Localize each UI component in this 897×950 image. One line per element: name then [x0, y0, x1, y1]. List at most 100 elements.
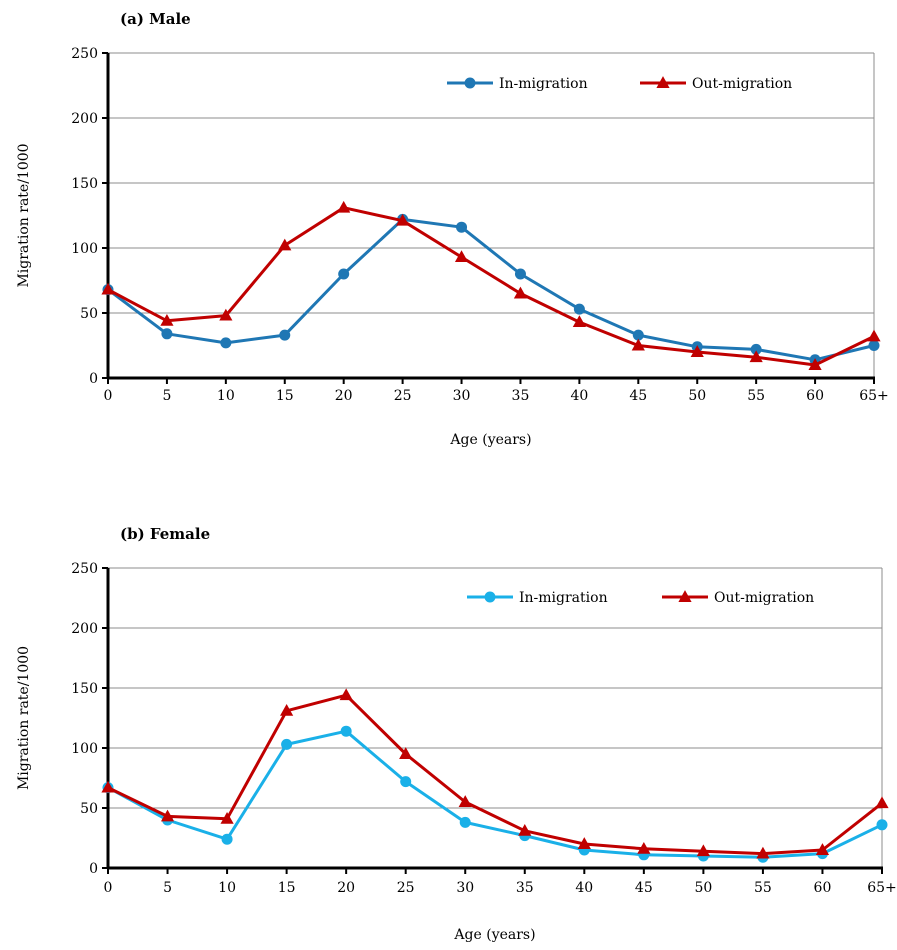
- legend-label: Out-migration: [714, 590, 814, 606]
- y-tick-label: 0: [89, 861, 98, 877]
- data-point: [750, 343, 762, 355]
- data-point: [454, 250, 469, 263]
- data-point: [281, 738, 293, 750]
- data-point: [219, 308, 233, 321]
- data-point: [756, 846, 770, 859]
- data-point: [101, 282, 115, 295]
- legend-item: In-migration: [447, 76, 588, 92]
- series-line: [107, 217, 875, 362]
- x-axis-title: Age (years): [453, 927, 535, 943]
- legend-marker: [678, 590, 692, 602]
- data-point: [459, 816, 471, 828]
- x-tick-label: 25: [397, 880, 415, 896]
- x-tick-label: 10: [218, 880, 236, 896]
- data-point: [573, 303, 585, 315]
- x-tick-label: 0: [104, 388, 113, 404]
- data-point: [101, 780, 115, 793]
- y-tick-label: 50: [80, 306, 98, 322]
- panel-title: (a) Male: [120, 10, 191, 28]
- legend-marker: [464, 77, 476, 89]
- series-line: [107, 206, 875, 367]
- x-tick-label: 5: [162, 388, 171, 404]
- x-tick-label: 10: [217, 388, 235, 404]
- legend-item: Out-migration: [640, 76, 792, 92]
- data-point: [396, 213, 410, 226]
- data-point: [400, 776, 412, 788]
- y-tick-label: 100: [71, 241, 98, 257]
- data-point: [690, 345, 704, 357]
- data-point: [338, 268, 350, 280]
- data-point: [340, 725, 352, 737]
- data-point: [637, 841, 651, 854]
- data-point: [876, 819, 888, 831]
- data-point: [572, 315, 586, 328]
- chart-panel-1: (a) Male 0 50 100 150 200 250 0 5 10 15 20 25 30 35 40 4…: [16, 10, 889, 448]
- y-tick-label: 200: [71, 111, 98, 127]
- y-tick-label: 250: [71, 46, 98, 62]
- legend: In-migration Out-migration: [467, 590, 814, 606]
- x-tick-label: 65+: [867, 880, 897, 896]
- x-tick-label: 55: [754, 880, 772, 896]
- legend-item: In-migration: [467, 590, 608, 606]
- legend-item: Out-migration: [662, 590, 814, 606]
- chart-panel-2: (b) Female 0 50 100 150 200 250 0 5 10 15 20 25 30 35 4…: [16, 525, 897, 943]
- y-tick-label: 100: [71, 741, 98, 757]
- y-tick-label: 50: [80, 801, 98, 817]
- data-point: [160, 809, 175, 822]
- legend-label: Out-migration: [692, 76, 792, 92]
- data-point: [160, 313, 174, 326]
- x-tick-label: 5: [163, 880, 172, 896]
- data-point: [514, 268, 526, 280]
- series-line: [107, 729, 883, 859]
- x-tick-label: 50: [688, 388, 706, 404]
- y-tick-label: 0: [89, 371, 98, 387]
- data-point: [631, 338, 645, 351]
- legend-label: In-migration: [499, 76, 588, 92]
- y-tick-label: 150: [71, 681, 98, 697]
- data-point: [867, 329, 881, 342]
- x-tick-label: 0: [104, 880, 113, 896]
- data-point: [696, 844, 710, 857]
- x-tick-label: 20: [335, 388, 353, 404]
- data-point: [577, 837, 591, 849]
- y-axis-title: Migration rate/1000: [16, 646, 32, 790]
- x-tick-label: 15: [278, 880, 296, 896]
- data-point: [399, 747, 413, 759]
- x-tick-label: 55: [747, 388, 765, 404]
- data-point: [815, 843, 830, 855]
- x-tick-label: 60: [814, 880, 832, 896]
- x-tick-label: 65+: [859, 388, 889, 404]
- data-point: [279, 329, 291, 341]
- panel-title: (b) Female: [120, 525, 210, 543]
- y-tick-label: 200: [71, 621, 98, 637]
- data-point: [278, 238, 292, 251]
- series-in-migration: [102, 213, 880, 366]
- data-point: [339, 688, 353, 701]
- x-tick-label: 30: [456, 880, 474, 896]
- y-tick-label: 150: [71, 176, 98, 192]
- data-point: [518, 823, 532, 836]
- x-tick-label: 40: [575, 880, 593, 896]
- legend: In-migration Out-migration: [447, 76, 792, 92]
- x-axis-title: Age (years): [449, 432, 531, 448]
- x-tick-label: 30: [453, 388, 471, 404]
- series-out-migration: [101, 200, 881, 370]
- data-point: [221, 833, 233, 845]
- series-line: [107, 693, 883, 856]
- series-out-migration: [101, 688, 889, 859]
- x-tick-label: 35: [512, 388, 530, 404]
- data-point: [868, 340, 880, 351]
- x-tick-label: 35: [516, 880, 534, 896]
- data-point: [220, 337, 232, 349]
- y-tick-label: 250: [71, 561, 98, 577]
- data-point: [808, 358, 822, 370]
- x-tick-label: 60: [806, 388, 824, 404]
- x-tick-label: 15: [276, 388, 294, 404]
- legend-marker: [656, 76, 670, 88]
- legend-marker: [484, 591, 496, 603]
- data-point: [749, 350, 763, 363]
- data-point: [458, 795, 472, 807]
- data-point: [632, 329, 644, 341]
- x-tick-label: 50: [694, 880, 712, 896]
